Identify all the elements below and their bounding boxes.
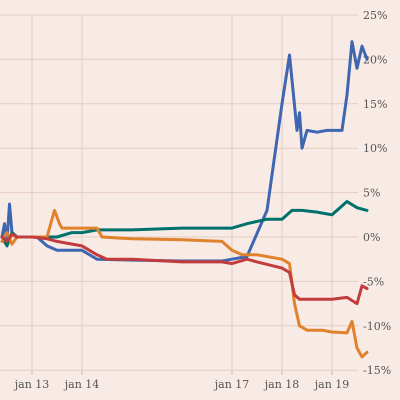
series-lines	[0, 40, 369, 359]
y-tick-label: 0%	[363, 231, 380, 244]
y-tick-label: -5%	[363, 275, 384, 288]
y-tick-label: 5%	[363, 187, 380, 200]
x-tick-label: jan 19	[313, 378, 350, 391]
series-line-4	[0, 232, 369, 306]
y-tick-label: 15%	[363, 98, 387, 111]
x-tick-label: jan 14	[63, 378, 100, 391]
x-tick-label: jan 17	[213, 378, 250, 391]
y-tick-label: 10%	[363, 142, 387, 155]
x-tick-label: jan 13	[13, 378, 50, 391]
x-tick-label: jan 18	[263, 378, 300, 391]
x-axis: jan 13 jan 14 jan 17 jan 18 jan 19	[13, 371, 350, 391]
y-tick-label: -15%	[363, 364, 391, 377]
y-tick-label: 20%	[363, 53, 387, 66]
y-tick-label: 25%	[363, 9, 387, 22]
y-tick-label: -10%	[363, 320, 391, 333]
y-axis: 25% 20% 15% 10% 5% 0% -5% -10% -15%	[363, 9, 391, 377]
